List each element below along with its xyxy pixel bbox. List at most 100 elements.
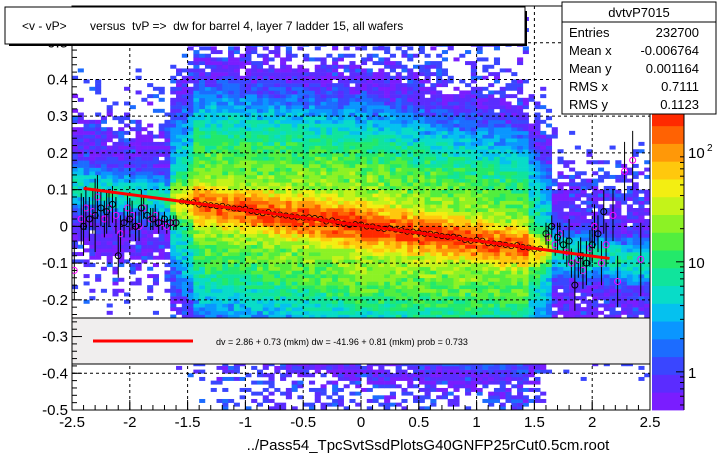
heatmap-cell bbox=[297, 105, 304, 110]
heatmap-cell bbox=[89, 141, 96, 146]
heatmap-cell bbox=[314, 369, 321, 374]
heatmap-cell bbox=[314, 160, 321, 165]
heatmap-cell bbox=[436, 376, 443, 381]
heatmap-cell bbox=[413, 75, 420, 80]
heatmap-cell bbox=[372, 219, 379, 223]
heatmap-cell bbox=[343, 189, 350, 194]
heatmap-cell bbox=[297, 79, 304, 84]
heatmap-cell bbox=[210, 380, 217, 385]
heatmap-cell bbox=[430, 398, 437, 403]
heatmap-cell bbox=[441, 380, 448, 385]
heatmap-cell bbox=[141, 200, 148, 205]
heatmap-cell bbox=[332, 83, 339, 88]
heatmap-cell bbox=[441, 193, 448, 198]
heatmap-cell bbox=[268, 391, 275, 396]
heatmap-cell bbox=[256, 64, 264, 69]
heatmap-cell bbox=[430, 152, 437, 157]
heatmap-cell bbox=[77, 116, 84, 121]
heatmap-cell bbox=[349, 178, 356, 183]
heatmap-cell bbox=[332, 285, 339, 290]
heatmap-cell bbox=[441, 365, 448, 370]
heatmap-cell bbox=[216, 141, 223, 146]
heatmap-cell bbox=[424, 230, 431, 235]
heatmap-cell bbox=[95, 86, 102, 91]
heatmap-cell bbox=[222, 174, 229, 179]
heatmap-cell bbox=[389, 193, 396, 198]
heatmap-cell bbox=[430, 138, 437, 143]
heatmap-cell bbox=[401, 299, 408, 304]
heatmap-cell bbox=[245, 307, 252, 312]
heatmap-cell bbox=[256, 94, 264, 99]
heatmap-cell bbox=[395, 79, 402, 84]
heatmap-cell bbox=[222, 196, 229, 201]
heatmap-cell bbox=[441, 241, 448, 246]
heatmap-cell bbox=[216, 296, 223, 301]
heatmap-cell bbox=[389, 288, 396, 293]
heatmap-cell bbox=[245, 182, 252, 187]
heatmap-cell bbox=[407, 149, 414, 154]
heatmap-cell bbox=[384, 215, 391, 220]
heatmap-cell bbox=[424, 105, 431, 110]
heatmap-cell bbox=[436, 244, 443, 249]
heatmap-cell bbox=[89, 233, 96, 238]
heatmap-cell bbox=[228, 292, 235, 297]
heatmap-cell bbox=[424, 68, 431, 73]
heatmap-cell bbox=[389, 266, 396, 271]
heatmap-cell bbox=[187, 208, 194, 212]
heatmap-cell bbox=[141, 127, 148, 132]
heatmap-cell bbox=[170, 116, 177, 121]
heatmap-cell bbox=[366, 281, 373, 286]
heatmap-cell bbox=[355, 204, 362, 209]
heatmap-cell bbox=[401, 263, 408, 268]
heatmap-cell bbox=[361, 57, 368, 62]
heatmap-cell bbox=[106, 193, 113, 198]
heatmap-cell bbox=[204, 263, 212, 268]
heatmap-cell bbox=[332, 61, 339, 66]
heatmap-cell bbox=[395, 369, 402, 374]
heatmap-cell bbox=[124, 138, 131, 143]
heatmap-cell bbox=[141, 171, 148, 176]
heatmap-cell bbox=[193, 119, 200, 124]
heatmap-cell bbox=[187, 130, 194, 135]
heatmap-cell bbox=[147, 83, 154, 88]
heatmap-cell bbox=[199, 215, 206, 220]
heatmap-cell bbox=[95, 277, 102, 282]
heatmap-cell bbox=[366, 105, 373, 110]
heatmap-cell bbox=[239, 387, 246, 392]
heatmap-cell bbox=[187, 211, 194, 216]
heatmap-cell bbox=[106, 149, 113, 154]
heatmap-cell bbox=[193, 108, 200, 113]
heatmap-cell bbox=[100, 97, 107, 102]
heatmap-cell bbox=[106, 174, 113, 179]
heatmap-cell bbox=[176, 270, 183, 275]
heatmap-cell bbox=[366, 90, 373, 95]
heatmap-cell bbox=[349, 145, 356, 150]
heatmap-cell bbox=[262, 252, 269, 257]
heatmap-cell bbox=[413, 373, 420, 378]
heatmap-cell bbox=[378, 196, 385, 201]
heatmap-cell bbox=[384, 97, 391, 102]
heatmap-cell bbox=[320, 277, 327, 282]
heatmap-cell bbox=[343, 130, 350, 135]
heatmap-cell bbox=[308, 299, 316, 304]
heatmap-cell bbox=[366, 72, 373, 77]
heatmap-cell bbox=[424, 75, 431, 80]
heatmap-cell bbox=[280, 219, 287, 223]
heatmap-cell bbox=[280, 68, 287, 73]
heatmap-cell bbox=[222, 387, 229, 392]
heatmap-cell bbox=[361, 307, 368, 312]
heatmap-cell bbox=[320, 248, 327, 253]
heatmap-cell bbox=[141, 178, 148, 183]
heatmap-cell bbox=[262, 116, 269, 121]
heatmap-cell bbox=[384, 248, 391, 253]
heatmap-cell bbox=[361, 241, 368, 246]
heatmap-cell bbox=[401, 285, 408, 290]
heatmap-cell bbox=[430, 252, 437, 257]
heatmap-cell bbox=[285, 138, 292, 143]
heatmap-cell bbox=[222, 255, 229, 260]
heatmap-cell bbox=[320, 259, 327, 264]
heatmap-cell bbox=[210, 116, 217, 121]
heatmap-cell bbox=[262, 292, 269, 297]
heatmap-cell bbox=[378, 222, 385, 227]
heatmap-cell bbox=[326, 68, 333, 73]
